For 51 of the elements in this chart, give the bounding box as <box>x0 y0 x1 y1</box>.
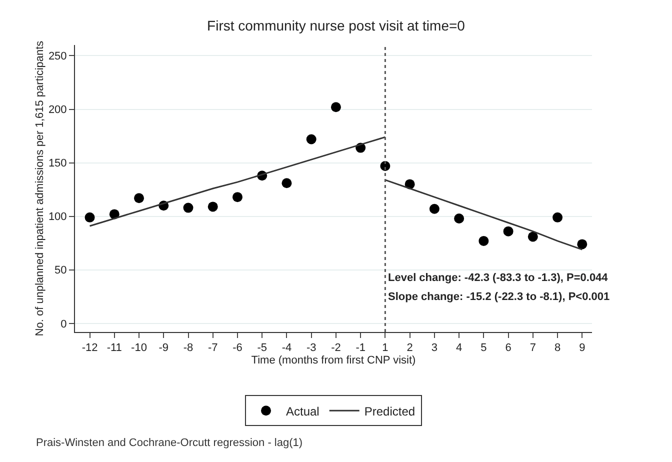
annotation: Slope change: -15.2 (-22.3 to -8.1), P<0.001 <box>388 291 610 303</box>
x-tick-label: 2 <box>406 342 413 354</box>
x-tick-label: -12 <box>82 342 98 354</box>
point <box>134 193 144 204</box>
point <box>503 226 514 236</box>
point <box>183 202 194 213</box>
x-tick-label: -3 <box>306 342 316 354</box>
x-tick-label: -9 <box>158 342 169 354</box>
x-tick-label: -4 <box>282 342 292 354</box>
x-tick-label: -8 <box>183 342 194 354</box>
y-tick-label: 50 <box>54 264 67 277</box>
x-tick-label: 5 <box>480 342 487 354</box>
point <box>232 192 242 202</box>
x-tick-label: 1 <box>382 342 388 354</box>
point <box>282 178 292 188</box>
x-tick-label: 3 <box>431 342 438 354</box>
point <box>306 134 316 144</box>
x-tick-label: 4 <box>456 342 462 354</box>
line-series <box>89 136 386 227</box>
annotation: Level change: -42.3 (-83.3 to -1.3), P=0.044 <box>388 272 609 284</box>
legend-label: Predicted <box>364 404 416 418</box>
point <box>84 212 95 222</box>
x-tick-label: -10 <box>131 342 147 354</box>
y-axis-title: No. of unplanned inpatient admissions per 1,615 participants <box>34 40 46 336</box>
point <box>208 202 218 212</box>
x-tick-label: -2 <box>331 342 341 354</box>
y-tick-label: 0 <box>60 318 67 330</box>
x-tick-label: 8 <box>554 342 561 354</box>
y-tick-label: 250 <box>48 50 67 63</box>
x-tick-label: -1 <box>356 342 366 354</box>
legend-label: Actual <box>286 404 320 418</box>
point <box>577 239 588 250</box>
x-tick-label: 7 <box>530 342 536 354</box>
point <box>552 212 563 222</box>
x-tick-label: -7 <box>208 342 218 354</box>
x-tick-label: -6 <box>232 342 242 354</box>
point <box>478 236 489 246</box>
x-tick-label: 6 <box>505 342 512 354</box>
x-tick-label: -11 <box>106 342 122 354</box>
point <box>429 204 440 214</box>
y-tick-label: 200 <box>48 104 67 116</box>
x-tick-label: 9 <box>579 342 586 354</box>
point <box>528 232 538 242</box>
point <box>454 213 464 224</box>
text: Prais-Winsten and Cochrane-Orcutt regression - lag(1) <box>36 437 303 449</box>
y-tick-label: 100 <box>48 211 67 224</box>
point <box>330 102 341 112</box>
x-axis-title: Time (months from first CNP visit) <box>251 354 416 366</box>
y-tick-label: 150 <box>48 158 67 170</box>
x-tick-label: -5 <box>257 342 267 354</box>
chart-title: First community nurse post visit at time=0 <box>207 18 466 34</box>
